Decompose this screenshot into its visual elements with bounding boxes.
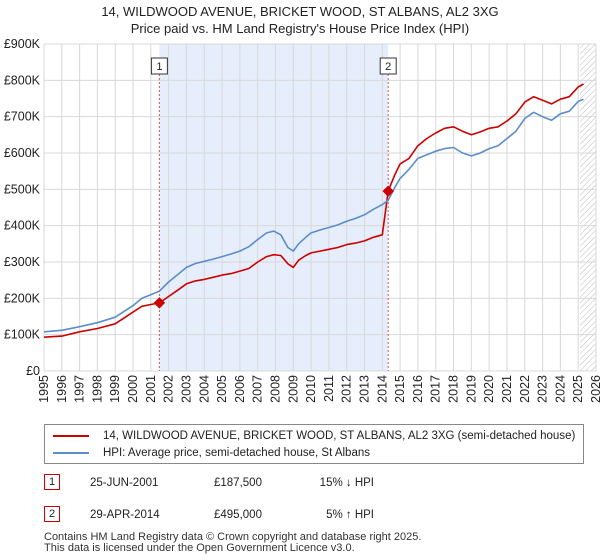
y-tick-label: £0: [26, 364, 40, 378]
x-tick-label: 1999: [108, 375, 122, 403]
x-tick-label: 2011: [322, 375, 336, 402]
x-tick-label: 2010: [304, 375, 318, 403]
x-tick-label: 2013: [358, 375, 372, 403]
x-tick-label: 2005: [215, 375, 229, 403]
x-tick-label: 2014: [375, 375, 389, 403]
y-tick-label: £500K: [4, 182, 41, 196]
x-tick-label: 2015: [393, 375, 407, 403]
legend-label-price: 14, WILDWOOD AVENUE, BRICKET WOOD, ST AL…: [103, 430, 576, 442]
y-tick-label: £700K: [4, 110, 41, 124]
legend-label-hpi: HPI: Average price, semi-detached house,…: [103, 447, 370, 459]
y-tick-label: £600K: [4, 146, 41, 160]
x-tick-label: 2018: [447, 375, 461, 403]
sale-marker-label-1: 1: [156, 61, 162, 73]
chart-title: 14, WILDWOOD AVENUE, BRICKET WOOD, ST AL…: [0, 3, 600, 37]
y-tick-label: £800K: [4, 73, 41, 87]
chart-title-line1: 14, WILDWOOD AVENUE, BRICKET WOOD, ST AL…: [101, 4, 499, 19]
y-tick-label: £400K: [4, 219, 41, 233]
x-tick-label: 2003: [179, 375, 193, 403]
x-tick-label: 2022: [518, 375, 532, 403]
x-tick-label: 1996: [55, 375, 69, 403]
y-tick-label: £100K: [4, 328, 41, 342]
sale-marker-box-1: [150, 57, 168, 75]
x-tick-label: 2007: [251, 375, 265, 403]
series-line-price: [43, 83, 584, 338]
sale-point-2: [382, 185, 394, 197]
x-tick-label: 2008: [268, 375, 282, 403]
y-tick-label: £200K: [4, 291, 41, 305]
sale-price-1: £187,500: [214, 477, 262, 489]
footer-line2: This data is licensed under the Open Gov…: [44, 542, 355, 554]
x-tick-label: 2023: [536, 375, 550, 403]
x-tick-label: 2021: [500, 375, 514, 403]
x-tick-label: 2001: [144, 375, 158, 403]
x-tick-label: 1997: [73, 375, 87, 403]
x-tick-label: 2016: [411, 375, 425, 403]
x-tick-label: 2004: [197, 375, 211, 403]
sale-marker-box-2: [379, 57, 397, 75]
x-tick-label: 2009: [286, 375, 300, 403]
x-tick-label: 2000: [126, 375, 140, 403]
x-tick-label: 2020: [482, 375, 496, 403]
legend-item-hpi: HPI: Average price, semi-detached house,…: [53, 445, 370, 461]
legend: 14, WILDWOOD AVENUE, BRICKET WOOD, ST AL…: [44, 424, 584, 464]
x-tick-label: 2002: [162, 375, 176, 403]
x-tick-label: 1995: [37, 375, 51, 403]
series-line-hpi: [43, 98, 584, 333]
sale-price-2: £495,000: [214, 509, 262, 521]
chart-title-line2: Price paid vs. HM Land Registry's House …: [130, 21, 470, 36]
legend-swatch-price: [53, 434, 89, 437]
legend-item-price: 14, WILDWOOD AVENUE, BRICKET WOOD, ST AL…: [53, 428, 575, 444]
sale-marker-label-2: 2: [385, 61, 391, 73]
legend-swatch-hpi: [53, 451, 89, 454]
x-tick-label: 2025: [571, 375, 585, 403]
price-chart: 1 2 £0 £100K £200K £300K £400K £500K £600K £700K…: [4, 37, 600, 403]
footer: Contains HM Land Registry data © Crown c…: [44, 532, 421, 554]
x-tick-label: 2006: [233, 375, 247, 403]
x-tick-label: 2019: [464, 375, 478, 403]
sale-date-1: 25-JUN-2001: [90, 477, 159, 489]
x-tick-label: 2012: [340, 375, 354, 403]
sale-hpi-1: 15% ↓ HPI: [319, 477, 374, 489]
sale-badge-2: 2: [44, 506, 60, 522]
ownership-shade: [159, 44, 389, 371]
x-tick-label: 2017: [429, 375, 443, 403]
x-tick-label: 1998: [90, 375, 104, 403]
x-tick-label: 2024: [553, 375, 567, 403]
sale-point-1: [153, 297, 166, 309]
y-tick-label: £900K: [4, 37, 41, 51]
sale-date-2: 29-APR-2014: [90, 509, 160, 521]
y-tick-label: £300K: [4, 255, 41, 269]
sale-hpi-2: 5% ↑ HPI: [326, 509, 374, 521]
footer-line1: Contains HM Land Registry data © Crown c…: [44, 531, 422, 543]
forecast-hatch: [579, 44, 596, 371]
sale-badge-1: 1: [44, 474, 60, 490]
x-tick-label: 2026: [589, 375, 600, 403]
